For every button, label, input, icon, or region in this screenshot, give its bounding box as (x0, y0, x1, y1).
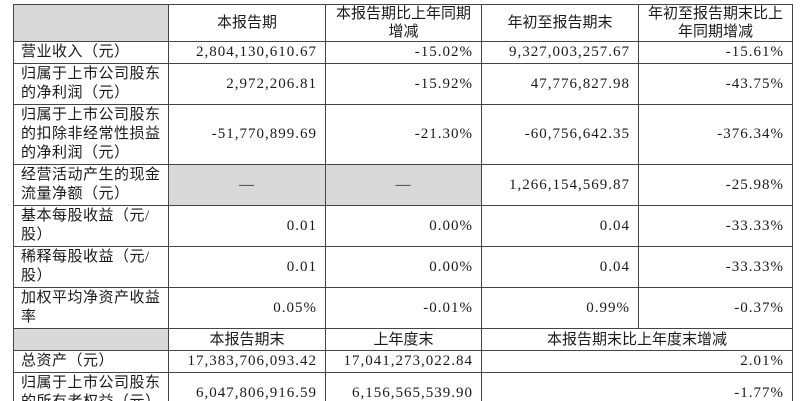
header-current-period: 本报告期 (168, 4, 326, 42)
value-cell: 2,804,130,610.67 (168, 41, 326, 64)
value-cell: -0.01% (325, 287, 482, 329)
value-cell: 0.01 (168, 246, 326, 288)
value-cell: -60,756,642.35 (481, 104, 639, 165)
header-current-period-yoy: 本报告期比上年同期增减 (325, 4, 482, 42)
value-cell: -15.92% (325, 63, 482, 105)
value-cell: -15.02% (325, 41, 482, 64)
value-cell: 0.99% (481, 287, 639, 329)
value-cell: 17,041,273,022.84 (325, 350, 482, 373)
value-cell: 17,383,706,093.42 (168, 350, 326, 373)
value-cell-dash: — (325, 164, 482, 206)
value-cell: -25.98% (638, 164, 793, 206)
table-row-revenue: 营业收入（元） 2,804,130,610.67 -15.02% 9,327,0… (13, 41, 793, 64)
header-end-of-prior-year: 上年度末 (325, 328, 482, 351)
value-cell: 1,266,154,569.87 (481, 164, 639, 206)
header-end-vs-prior-year: 本报告期末比上年度末增减 (481, 328, 793, 351)
corner-header-cell-2 (13, 328, 169, 351)
section1-header-row: 本报告期 本报告期比上年同期增减 年初至报告期末 年初至报告期末比上年同期增减 (13, 4, 793, 42)
row-label: 经营活动产生的现金流量净额（元） (13, 164, 169, 206)
value-cell: 9,327,003,257.67 (481, 41, 639, 64)
value-cell: 2.01% (481, 350, 793, 373)
value-cell: -1.77% (481, 372, 793, 401)
value-cell: 0.05% (168, 287, 326, 329)
value-cell: -33.33% (638, 205, 793, 247)
value-cell: 6,047,806,916.59 (168, 372, 326, 401)
financial-summary-table: 本报告期 本报告期比上年同期增减 年初至报告期末 年初至报告期末比上年同期增减 … (13, 4, 793, 401)
row-label: 归属于上市公司股东的净利润（元） (13, 63, 169, 105)
header-year-to-date-yoy: 年初至报告期末比上年同期增减 (638, 4, 793, 42)
value-cell: 47,776,827.98 (481, 63, 639, 105)
value-cell: 0.04 (481, 205, 639, 247)
table-row-net-profit: 归属于上市公司股东的净利润（元） 2,972,206.81 -15.92% 47… (13, 63, 793, 105)
value-cell: 0.04 (481, 246, 639, 288)
row-label: 归属于上市公司股东的所有者权益（元） (13, 372, 169, 401)
value-cell: -43.75% (638, 63, 793, 105)
value-cell-dash: — (168, 164, 326, 206)
table-row-diluted-eps: 稀释每股收益（元/股） 0.01 0.00% 0.04 -33.33% (13, 246, 793, 288)
row-label: 总资产（元） (13, 350, 169, 373)
row-label: 营业收入（元） (13, 41, 169, 64)
value-cell: -51,770,899.69 (168, 104, 326, 165)
value-cell: -15.61% (638, 41, 793, 64)
value-cell: 0.00% (325, 246, 482, 288)
corner-header-cell (13, 4, 169, 42)
table-row-weighted-avg-roe: 加权平均净资产收益率 0.05% -0.01% 0.99% -0.37% (13, 287, 793, 329)
row-label: 稀释每股收益（元/股） (13, 246, 169, 288)
table-row-net-profit-excl-nonrecurring: 归属于上市公司股东的扣除非经常性损益的净利润（元） -51,770,899.69… (13, 104, 793, 165)
header-end-of-period: 本报告期末 (168, 328, 326, 351)
value-cell: 2,972,206.81 (168, 63, 326, 105)
value-cell: -0.37% (638, 287, 793, 329)
section2-header-row: 本报告期末 上年度末 本报告期末比上年度末增减 (13, 328, 793, 351)
value-cell: -21.30% (325, 104, 482, 165)
row-label: 归属于上市公司股东的扣除非经常性损益的净利润（元） (13, 104, 169, 165)
value-cell: -376.34% (638, 104, 793, 165)
table-row-total-assets: 总资产（元） 17,383,706,093.42 17,041,273,022.… (13, 350, 793, 373)
row-label: 基本每股收益（元/股） (13, 205, 169, 247)
table-row-basic-eps: 基本每股收益（元/股） 0.01 0.00% 0.04 -33.33% (13, 205, 793, 247)
row-label: 加权平均净资产收益率 (13, 287, 169, 329)
value-cell: 6,156,565,539.90 (325, 372, 482, 401)
value-cell: -33.33% (638, 246, 793, 288)
value-cell: 0.01 (168, 205, 326, 247)
value-cell: 0.00% (325, 205, 482, 247)
table-row-operating-cash-flow: 经营活动产生的现金流量净额（元） — — 1,266,154,569.87 -2… (13, 164, 793, 206)
header-year-to-date: 年初至报告期末 (481, 4, 639, 42)
table-row-owners-equity: 归属于上市公司股东的所有者权益（元） 6,047,806,916.59 6,15… (13, 372, 793, 401)
